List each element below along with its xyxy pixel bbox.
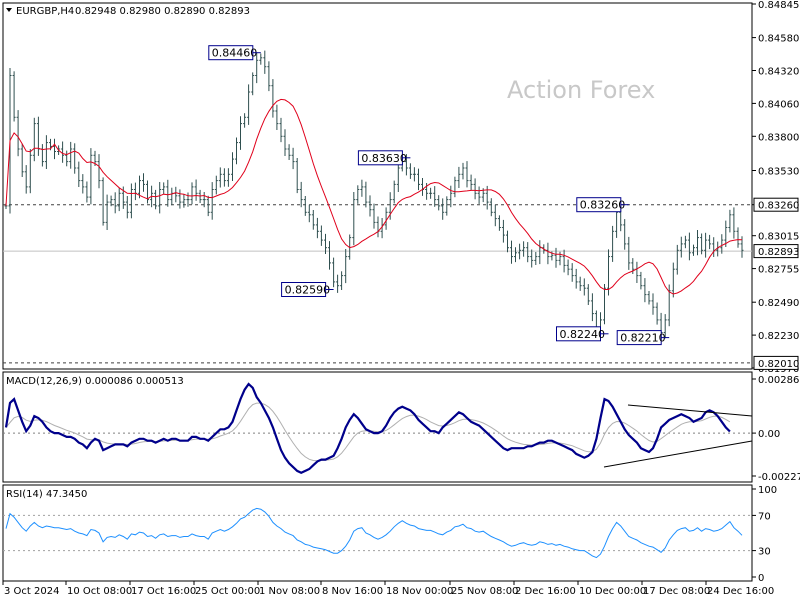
support-chip-text: 0.82010 <box>758 359 799 370</box>
time-tick-label: 3 Oct 2024 <box>4 586 59 597</box>
resistance-price-chip: 0.83260 <box>753 197 799 212</box>
rsi-tick-label: 100 <box>758 485 777 496</box>
macd-title: MACD(12,26,9) 0.000086 0.000513 <box>6 376 184 387</box>
resistance-chip-text: 0.83260 <box>758 201 799 212</box>
rsi-line <box>5 507 743 559</box>
rsi-tick-label: 70 <box>758 511 771 522</box>
time-tick-label: 1 Nov 08:00 <box>259 586 320 597</box>
annotation-label: 0.82590 <box>285 284 331 297</box>
rsi-tick-label: 0 <box>758 573 764 584</box>
time-tick-label: 25 Nov 08:00 <box>451 586 518 597</box>
symbol-label: EURGBP,H4 <box>16 6 74 17</box>
annotation-label: 0.83260 <box>580 199 626 212</box>
time-tick-label: 25 Oct 00:00 <box>195 586 260 597</box>
price-tick-label: 0.83015 <box>758 232 799 243</box>
ohlc-readout: 0.82948 0.82980 0.82890 0.82893 <box>75 6 250 17</box>
time-tick-label: 17 Oct 16:00 <box>131 586 196 597</box>
annotation-label: 0.82210 <box>620 332 666 345</box>
time-tick-label: 18 Nov 00:00 <box>386 586 453 597</box>
macd-tick-label: 0.00 <box>758 429 780 440</box>
time-tick-label: 24 Dec 16:00 <box>707 586 774 597</box>
time-tick-label: 17 Dec 08:00 <box>643 586 710 597</box>
time-tick-label: 10 Dec 00:00 <box>579 586 646 597</box>
rsi-panel-frame <box>2 484 753 582</box>
macd-panel-frame <box>2 371 753 483</box>
macd-main-line <box>4 382 731 475</box>
price-tick-label: 0.83800 <box>758 132 799 143</box>
rsi-title: RSI(14) 47.3450 <box>6 489 87 500</box>
price-tick-label: 0.83530 <box>758 167 799 178</box>
macd-axis: 0.002865 0.00 -0.002271 <box>752 375 800 483</box>
price-tick-label: 0.84845 <box>758 0 799 11</box>
annotation-label: 0.84460 <box>212 47 257 60</box>
current-price-chip: 0.82893 <box>753 244 799 259</box>
price-tick-label: 0.82490 <box>758 298 799 309</box>
rsi-axis: 100 70 30 0 <box>752 485 777 584</box>
price-panel-frame <box>2 2 753 370</box>
price-annotations: 0.84460 0.83630 0.83260 0.82590 0.82240 0.822… <box>208 45 670 346</box>
current-chip-text: 0.82893 <box>758 247 799 258</box>
price-tick-label: 0.82230 <box>758 331 799 342</box>
time-tick-label: 2 Dec 16:00 <box>515 586 576 597</box>
annotation-label: 0.83630 <box>361 152 407 165</box>
support-price-chip: 0.82010 <box>753 355 799 370</box>
macd-lower-trendline <box>603 440 753 468</box>
time-tick-label: 10 Oct 08:00 <box>67 586 132 597</box>
macd-tick-label: 0.002865 <box>758 375 800 386</box>
price-tick-label: 0.82755 <box>758 265 799 276</box>
price-tick-label: 0.84060 <box>758 99 799 110</box>
rsi-tick-label: 30 <box>758 547 771 558</box>
price-tick-label: 0.84320 <box>758 67 799 78</box>
price-tick-label: 0.84580 <box>758 34 799 45</box>
dropdown-arrow-icon[interactable] <box>6 8 12 12</box>
macd-tick-label: -0.002271 <box>758 472 800 483</box>
macd-upper-trendline <box>627 404 753 417</box>
watermark-text: Action Forex <box>507 76 655 104</box>
moving-average-line <box>5 98 743 295</box>
ohlc-bars <box>4 50 744 340</box>
time-tick-label: 8 Nov 16:00 <box>322 586 383 597</box>
annotation-label: 0.82240 <box>560 328 606 341</box>
